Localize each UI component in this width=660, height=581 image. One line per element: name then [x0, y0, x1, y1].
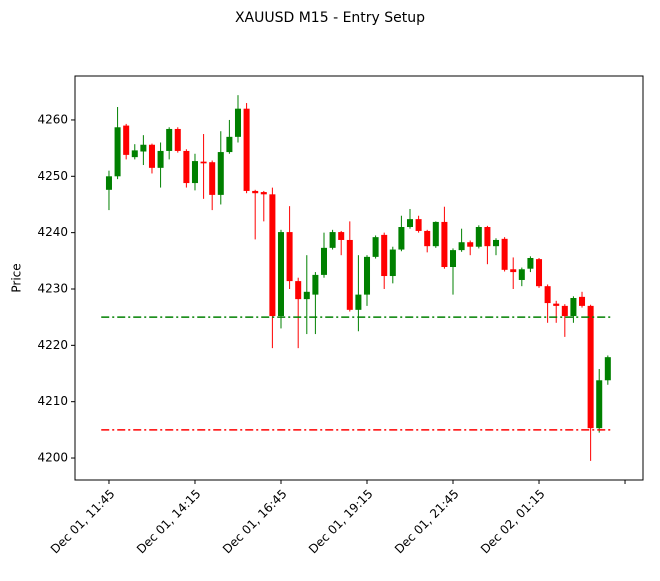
candle-body	[123, 125, 130, 155]
candle-body	[174, 128, 181, 151]
y-axis-label: Price	[10, 263, 24, 292]
candle-body	[363, 256, 371, 295]
candle-body	[355, 294, 362, 310]
y-tick-label: 4230	[37, 281, 68, 295]
candle-body	[295, 281, 302, 300]
candle-body	[209, 162, 216, 195]
candle-body	[398, 227, 405, 250]
candle-body	[406, 219, 414, 228]
candle-body	[561, 305, 568, 317]
candle-body	[346, 239, 353, 310]
candle-body	[449, 250, 457, 268]
candle-body	[527, 257, 534, 269]
candle-body	[501, 238, 508, 270]
candle-body	[424, 230, 431, 247]
candle-body	[234, 108, 241, 137]
candle-body	[140, 144, 147, 152]
plot-frame	[74, 75, 644, 481]
candle-body	[475, 227, 482, 247]
candle-body	[148, 144, 155, 168]
y-tick-label: 4210	[37, 394, 68, 408]
chart-title: XAUUSD M15 - Entry Setup	[235, 10, 425, 26]
y-tick-label: 4200	[37, 451, 68, 465]
candle-body	[372, 237, 379, 257]
candle-body	[553, 303, 560, 306]
candle-body	[286, 232, 293, 282]
candle-body	[252, 190, 259, 194]
candle-body	[329, 232, 336, 248]
candle-body	[544, 286, 551, 304]
candle-body	[320, 247, 328, 275]
y-tick-label: 4240	[37, 225, 68, 239]
candle-body	[226, 136, 233, 153]
y-tick-label: 4250	[37, 169, 68, 183]
candle-body	[484, 227, 491, 247]
candle-body	[381, 234, 388, 277]
candle-body	[510, 269, 517, 273]
candle-body	[183, 150, 190, 184]
candle-body	[157, 150, 164, 168]
candle-body	[579, 296, 586, 306]
candle-body	[338, 232, 345, 240]
candle-body	[277, 232, 285, 317]
candle-body	[493, 239, 500, 247]
candle-body	[166, 128, 173, 151]
candle-body	[441, 221, 448, 268]
candle-body	[389, 249, 396, 277]
candle-body	[303, 291, 310, 300]
candle-body	[596, 380, 603, 429]
candle-body	[570, 298, 577, 317]
candle-body	[518, 269, 525, 280]
candle-body	[260, 192, 267, 195]
candle-body	[200, 161, 207, 164]
y-tick-label: 4260	[37, 112, 68, 126]
candle-body	[312, 274, 319, 295]
candle-body	[458, 242, 465, 251]
candle-body	[105, 176, 112, 190]
candle-body	[467, 242, 474, 247]
candle-body	[536, 259, 543, 287]
candle-body	[587, 305, 594, 429]
candle-body	[217, 152, 224, 195]
y-tick-label: 4220	[37, 338, 68, 352]
candle-body	[415, 219, 422, 231]
candle-body	[191, 161, 198, 184]
candle-body	[131, 150, 138, 158]
candle-body	[269, 194, 276, 317]
candle-body	[243, 108, 250, 191]
candle-body	[604, 357, 611, 381]
candle-body	[432, 221, 439, 247]
candle-body	[114, 127, 121, 177]
